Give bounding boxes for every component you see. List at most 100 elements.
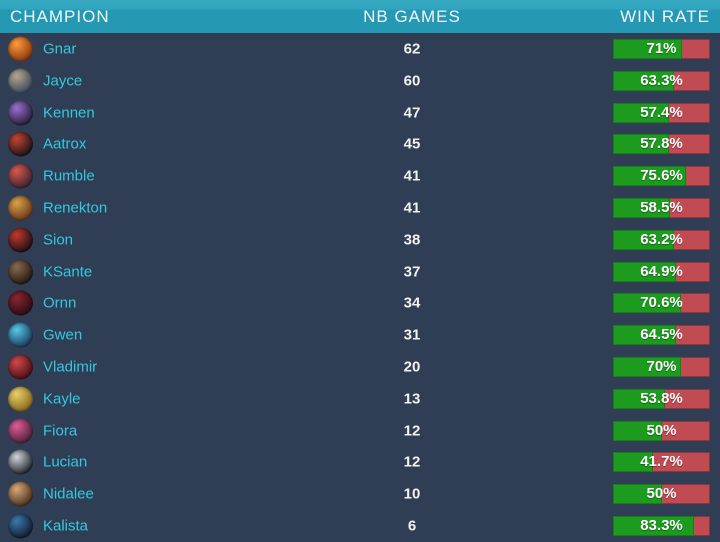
win-rate-label: 50% xyxy=(646,421,677,439)
nb-games-value: 41 xyxy=(403,199,421,217)
win-rate-label: 64.9% xyxy=(640,262,683,280)
table-row: Kalista 6 83.3% xyxy=(0,510,720,542)
table-row: Jayce 60 63.3% xyxy=(0,65,720,97)
champion-link[interactable]: Kennen xyxy=(8,100,95,126)
champion-icon xyxy=(8,36,33,62)
champion-name: Kalista xyxy=(43,517,89,535)
champion-name: Rumble xyxy=(43,167,95,185)
champion-name: Jayce xyxy=(43,72,83,90)
win-rate-bar: 70% xyxy=(613,357,710,378)
win-bar-fill xyxy=(613,261,676,282)
nb-games-value: 31 xyxy=(403,326,421,344)
champion-name: KSante xyxy=(43,263,93,281)
nb-games-value: 38 xyxy=(403,231,421,249)
win-bar-fill xyxy=(613,420,662,441)
win-rate-bar: 63.2% xyxy=(613,229,710,250)
champion-link[interactable]: Kalista xyxy=(8,513,89,539)
win-rate-bar: 53.8% xyxy=(613,388,710,409)
nb-games-value: 12 xyxy=(403,422,421,440)
win-rate-label: 63.2% xyxy=(640,230,683,248)
win-rate-label: 57.8% xyxy=(640,135,683,153)
column-header-nb-games[interactable]: NB GAMES xyxy=(363,7,461,26)
champion-name: Gwen xyxy=(43,326,83,344)
win-bar-fill xyxy=(613,293,682,314)
table-row: Rumble 41 75.6% xyxy=(0,160,720,192)
win-rate-label: 63.3% xyxy=(640,71,683,89)
champion-link[interactable]: Lucian xyxy=(8,449,88,475)
win-rate-bar: 64.9% xyxy=(613,261,710,282)
nb-games-value: 62 xyxy=(403,40,421,58)
champion-icon xyxy=(8,513,33,539)
nb-games-value: 37 xyxy=(403,263,421,281)
win-bar-fill xyxy=(613,388,666,409)
nb-games-value: 13 xyxy=(403,390,421,408)
win-rate-bar: 57.4% xyxy=(613,102,710,123)
table-row: Kennen 47 57.4% xyxy=(0,97,720,129)
champion-link[interactable]: Vladimir xyxy=(8,354,97,380)
win-bar-fill xyxy=(613,357,681,378)
nb-games-value: 34 xyxy=(403,294,421,312)
win-rate-label: 75.6% xyxy=(640,167,683,185)
champion-name: Fiora xyxy=(43,422,78,440)
table-body: Gnar 62 71% Jayce 60 63.3% Kennen 47 57.… xyxy=(0,33,720,542)
win-rate-label: 70.6% xyxy=(640,294,683,312)
nb-games-value: 60 xyxy=(403,72,421,90)
win-rate-bar: 64.5% xyxy=(613,325,710,346)
champion-name: Lucian xyxy=(43,453,88,471)
win-bar-fill xyxy=(613,516,694,537)
champion-link[interactable]: Ornn xyxy=(8,290,76,316)
win-rate-bar: 58.5% xyxy=(613,197,710,218)
champion-name: Aatrox xyxy=(43,135,87,153)
nb-games-value: 47 xyxy=(403,104,421,122)
champion-name: Kayle xyxy=(43,390,81,408)
win-bar-fill xyxy=(613,70,675,91)
champion-icon xyxy=(8,386,33,412)
champion-link[interactable]: Gwen xyxy=(8,322,83,348)
win-rate-label: 71% xyxy=(646,39,677,57)
win-bar-fill xyxy=(613,484,662,505)
champion-icon xyxy=(8,259,33,285)
champion-link[interactable]: Renekton xyxy=(8,195,107,221)
champion-link[interactable]: Nidalee xyxy=(8,481,94,507)
win-rate-bar: 83.3% xyxy=(613,516,710,537)
column-header-champion[interactable]: CHAMPION xyxy=(10,7,110,26)
champion-icon xyxy=(8,449,33,475)
champion-icon xyxy=(8,68,33,94)
win-rate-label: 83.3% xyxy=(640,517,683,535)
nb-games-value: 6 xyxy=(407,517,417,535)
win-rate-label: 53.8% xyxy=(640,389,683,407)
champion-link[interactable]: KSante xyxy=(8,259,93,285)
champion-icon xyxy=(8,418,33,444)
champion-icon xyxy=(8,131,33,157)
nb-games-value: 41 xyxy=(403,167,421,185)
win-bar-fill xyxy=(613,38,682,59)
champion-icon xyxy=(8,227,33,253)
table-row: KSante 37 64.9% xyxy=(0,256,720,288)
win-bar-fill xyxy=(613,325,676,346)
win-rate-bar: 57.8% xyxy=(613,134,710,155)
win-rate-bar: 41.7% xyxy=(613,452,710,473)
table-row: Gwen 31 64.5% xyxy=(0,319,720,351)
champion-link[interactable]: Sion xyxy=(8,227,74,253)
win-bar-fill xyxy=(613,166,687,187)
win-rate-label: 70% xyxy=(646,358,677,376)
table-row: Aatrox 45 57.8% xyxy=(0,128,720,160)
champion-name: Gnar xyxy=(43,40,77,58)
champion-link[interactable]: Rumble xyxy=(8,163,95,189)
champion-name: Sion xyxy=(43,231,74,249)
win-rate-bar: 75.6% xyxy=(613,166,710,187)
champion-icon xyxy=(8,481,33,507)
champion-link[interactable]: Kayle xyxy=(8,386,81,412)
champion-name: Nidalee xyxy=(43,485,94,503)
column-header-win-rate[interactable]: WIN RATE xyxy=(620,7,710,26)
win-bar-fill xyxy=(613,134,670,155)
champion-link[interactable]: Aatrox xyxy=(8,131,87,157)
win-rate-label: 41.7% xyxy=(640,453,683,471)
champion-link[interactable]: Jayce xyxy=(8,68,83,94)
champion-link[interactable]: Fiora xyxy=(8,418,78,444)
champion-link[interactable]: Gnar xyxy=(8,36,77,62)
table-row: Kayle 13 53.8% xyxy=(0,383,720,415)
table-row: Sion 38 63.2% xyxy=(0,224,720,256)
win-rate-bar: 50% xyxy=(613,420,710,441)
